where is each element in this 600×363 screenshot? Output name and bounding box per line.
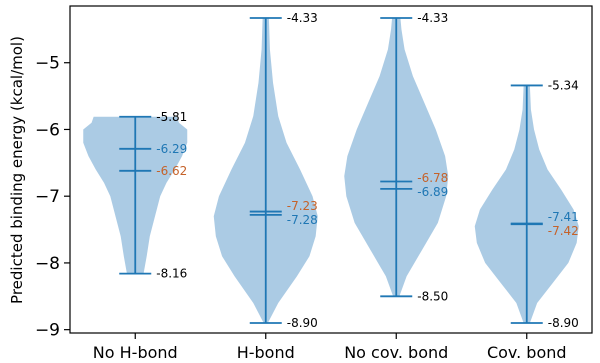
x-axis: No H-bond H-bond No cov. bond Cov. bond (93, 333, 567, 362)
y-tick-label: −6 (35, 120, 60, 140)
mean-value-label: -6.89 (417, 185, 448, 199)
min-value-label: -8.16 (156, 267, 187, 281)
median-value-label: -6.78 (417, 171, 448, 185)
x-category-label: No cov. bond (344, 343, 448, 362)
y-tick-label: −8 (35, 254, 60, 274)
violins: -5.81 -8.16 -6.29 -6.62 -4.33 -8.90 -7.28-7.23… (83, 11, 579, 330)
min-value-label: -8.50 (417, 289, 448, 303)
median-value-label: -6.62 (156, 164, 187, 178)
violin-group: -4.33 -8.90 -7.28-7.23 (213, 11, 318, 330)
y-tick-label: −9 (35, 321, 60, 341)
y-tick-label: −7 (35, 187, 60, 207)
mean-value-label: -7.41 (548, 210, 579, 224)
median-value-label: -7.23 (287, 199, 318, 213)
x-category-label: No H-bond (93, 343, 178, 362)
max-value-label: -4.33 (417, 11, 448, 25)
y-tick-label: −5 (35, 54, 60, 74)
y-axis-title: Predicted binding energy (kcal/mol) (8, 36, 26, 304)
median-value-label: -7.42 (548, 224, 579, 238)
max-value-label: -4.33 (287, 11, 318, 25)
violin-group: -5.81 -8.16 -6.29 -6.62 (83, 110, 187, 281)
max-value-label: -5.34 (548, 78, 579, 92)
mean-value-label: -7.28 (287, 213, 318, 227)
min-value-label: -8.90 (287, 316, 318, 330)
plot-border (69, 5, 593, 334)
x-category-label: Cov. bond (487, 343, 567, 362)
violin-group: -5.34 -8.90 -7.41-7.42 (474, 78, 579, 330)
max-value-label: -5.81 (156, 110, 187, 124)
violin-group: -4.33 -8.50 -6.89-6.78 (344, 11, 448, 303)
min-value-label: -8.90 (548, 316, 579, 330)
x-category-label: H-bond (237, 343, 295, 362)
y-axis: −9 −8 −7 −6 −5 (35, 54, 70, 341)
plot-frame (69, 5, 593, 334)
mean-value-label: -6.29 (156, 142, 187, 156)
